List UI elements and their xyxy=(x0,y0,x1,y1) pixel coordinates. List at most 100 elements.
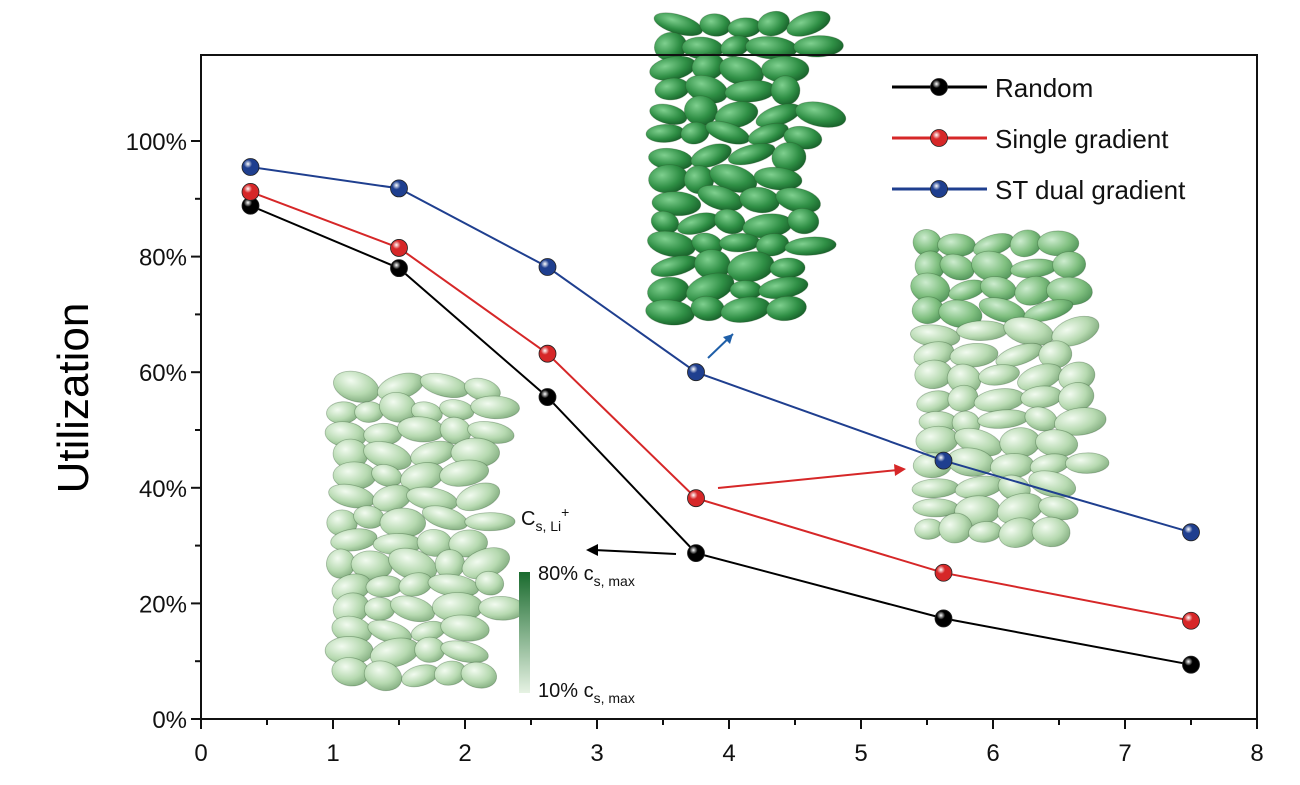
legend: Random Single gradient ST dual gradient xyxy=(892,73,1186,205)
particle xyxy=(439,459,490,487)
particle xyxy=(727,142,776,166)
y-tick-label: 60% xyxy=(139,360,187,387)
particle xyxy=(645,123,686,143)
legend-item-random: Random xyxy=(892,73,1093,103)
particle xyxy=(475,570,505,596)
data-point xyxy=(687,544,705,563)
particle xyxy=(1054,407,1107,436)
particle xyxy=(718,233,761,253)
data-point xyxy=(1182,655,1200,674)
x-tick-label: 7 xyxy=(1118,740,1131,767)
legend-item-single-gradient: Single gradient xyxy=(892,124,1169,154)
particle xyxy=(460,661,498,689)
particle xyxy=(794,101,847,128)
data-point xyxy=(538,388,557,406)
colorbar: Cs, Li+ 80% cs, max 10% cs, max xyxy=(519,504,635,706)
particle xyxy=(363,596,396,621)
particle xyxy=(1064,452,1110,474)
legend-marker-single-gradient xyxy=(930,129,948,147)
colorbar-title: Cs, Li+ xyxy=(521,504,569,534)
data-point xyxy=(687,363,705,382)
y-tick-label: 0% xyxy=(152,707,187,734)
y-tick-label: 80% xyxy=(139,245,187,272)
legend-item-st-dual-gradient: ST dual gradient xyxy=(892,175,1186,205)
particle xyxy=(714,101,759,129)
legend-marker-random xyxy=(930,78,948,96)
arrow-random xyxy=(593,549,677,555)
particle xyxy=(978,364,1020,386)
x-tick-label: 1 xyxy=(326,740,339,767)
x-tick-label: 5 xyxy=(854,740,867,767)
x-tick-label: 3 xyxy=(590,740,603,767)
particle xyxy=(1031,516,1071,548)
legend-label-st-dual-gradient: ST dual gradient xyxy=(995,175,1186,205)
particle xyxy=(747,122,789,146)
particle xyxy=(769,257,806,279)
colorbar-max-label: 80% cs, max xyxy=(538,563,635,589)
particle xyxy=(645,299,695,326)
particle xyxy=(939,253,975,281)
data-point xyxy=(390,179,408,198)
axis-tick-labels: 0 1 2 3 4 5 6 7 80%20%40%60%80%100% xyxy=(126,129,1264,767)
data-point xyxy=(241,182,260,201)
y-tick-label: 20% xyxy=(139,591,187,618)
particle xyxy=(938,512,973,544)
particle xyxy=(757,10,790,37)
arrow-single xyxy=(717,469,899,489)
particle-stack-image-single xyxy=(910,229,1110,548)
particle xyxy=(947,384,979,412)
x-tick-label: 2 xyxy=(458,740,471,767)
y-axis-label: Utilization xyxy=(49,303,98,494)
legend-label-random: Random xyxy=(995,73,1093,103)
particle xyxy=(330,528,378,552)
particle xyxy=(937,233,976,258)
annotation-arrows xyxy=(586,333,906,556)
x-tick-label: 8 xyxy=(1250,740,1263,767)
particle xyxy=(699,13,732,37)
particle xyxy=(464,512,516,532)
particle xyxy=(753,166,803,191)
particle xyxy=(787,207,820,235)
arrow-single-head xyxy=(894,464,906,476)
x-tick-label: 4 xyxy=(722,740,735,767)
particle xyxy=(911,478,959,499)
data-point xyxy=(1182,611,1200,630)
particle xyxy=(727,17,762,38)
data-point xyxy=(390,239,408,257)
particle xyxy=(390,595,436,623)
data-point xyxy=(934,563,953,582)
particle xyxy=(455,482,501,512)
data-point xyxy=(934,609,953,628)
particle xyxy=(649,103,688,125)
legend-marker-st-dual-gradient xyxy=(930,180,948,198)
particle xyxy=(440,614,490,642)
particle xyxy=(713,208,746,235)
series-points xyxy=(241,158,1200,674)
particle-stack-image-random xyxy=(324,370,526,692)
data-point xyxy=(538,344,557,363)
axis-ticks xyxy=(191,140,1258,729)
particle xyxy=(470,395,520,420)
particle xyxy=(755,233,790,257)
particle xyxy=(414,636,446,663)
data-point xyxy=(538,258,557,276)
particle-stack-image-st-dual xyxy=(645,10,847,326)
particle xyxy=(786,10,831,37)
data-point xyxy=(390,259,408,278)
series-line-single-gradient xyxy=(250,190,1192,622)
particle xyxy=(363,660,403,692)
particle xyxy=(439,416,472,445)
particle xyxy=(949,342,999,368)
particle xyxy=(1051,315,1100,347)
y-tick-label: 40% xyxy=(139,476,187,503)
particle xyxy=(333,370,380,403)
x-tick-label: 0 xyxy=(194,740,207,767)
x-tick-label: 6 xyxy=(986,740,999,767)
particle xyxy=(440,640,489,664)
data-point xyxy=(241,158,260,176)
particle xyxy=(419,372,470,398)
arrow-st-dual-head xyxy=(723,334,733,344)
legend-label-single-gradient: Single gradient xyxy=(995,124,1169,154)
colorbar-min-label: 10% cs, max xyxy=(538,680,635,706)
